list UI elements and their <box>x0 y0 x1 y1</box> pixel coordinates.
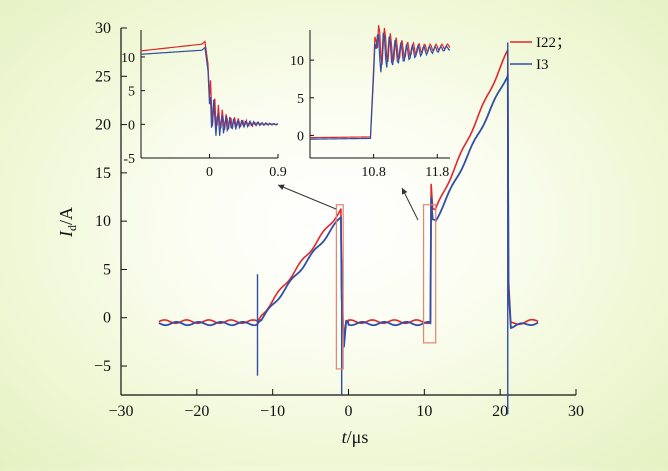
zoom-box-left <box>335 204 344 370</box>
legend: I22； I3 <box>510 35 571 73</box>
inset-left: 0 0.9 -5 0 5 10 <box>121 30 287 180</box>
main-series-group <box>158 42 539 415</box>
y-tick-label: 30 <box>95 20 111 37</box>
inset-series-i3 <box>140 46 279 136</box>
inset-x-tick-label: 0.9 <box>269 165 287 180</box>
arrow-to-right-inset <box>401 187 419 221</box>
zoom-arrows <box>277 184 419 221</box>
inset-series-i22 <box>309 25 451 139</box>
inset-series-i3 <box>309 31 451 140</box>
inset-right: 10.8 11.8 0 5 10 <box>290 25 451 180</box>
zoom-boxes <box>335 204 437 370</box>
x-tick-label: −30 <box>108 403 133 420</box>
y-tick-label: 15 <box>95 165 111 182</box>
x-tick-label: −10 <box>260 403 285 420</box>
x-tick-label: 20 <box>492 403 508 420</box>
inset-y-tick-label: 5 <box>128 85 135 100</box>
main-plot: −30 −20 −10 0 10 20 30 −5 0 5 10 15 20 25 30 <box>94 20 584 420</box>
y-tick-label: 25 <box>95 68 111 85</box>
zoom-box-right <box>422 204 437 344</box>
y-tick-label: 20 <box>95 117 111 134</box>
series-line-i22 <box>158 49 539 338</box>
inset-y-tick-label: 0 <box>128 118 135 133</box>
inset-y-tick-label: 10 <box>121 51 135 66</box>
y-tick-label: 5 <box>103 261 111 278</box>
x-tick-label: 30 <box>568 403 584 420</box>
x-tick-label: −20 <box>184 403 209 420</box>
insets-group: 0 0.9 -5 0 5 10 10.8 11.8 0 5 10 <box>121 25 451 180</box>
x-tick-label: 10 <box>416 403 432 420</box>
x-tick-label: 0 <box>345 403 353 420</box>
x-axis-label: t/μs <box>342 427 369 447</box>
y-axis-label: Id/A <box>56 207 79 238</box>
inset-y-tick-label: 10 <box>290 54 304 69</box>
y-tick-label: 0 <box>103 310 111 327</box>
inset-y-tick-label: -5 <box>123 152 135 167</box>
arrow-to-left-inset <box>277 184 337 210</box>
inset-x-tick-label: 11.8 <box>425 165 449 180</box>
legend-label-1: I3 <box>536 57 549 73</box>
inset-series-i22 <box>140 40 279 130</box>
inset-x-tick-label: 10.8 <box>361 165 386 180</box>
y-tick-label: −5 <box>94 358 111 375</box>
legend-label-0: I22； <box>536 35 571 51</box>
y-tick-label: 10 <box>95 213 111 230</box>
inset-x-tick-label: 0 <box>206 165 213 180</box>
series-line-i3 <box>158 73 539 348</box>
inset-y-tick-label: 5 <box>297 92 304 107</box>
inset-y-tick-label: 0 <box>297 129 304 144</box>
